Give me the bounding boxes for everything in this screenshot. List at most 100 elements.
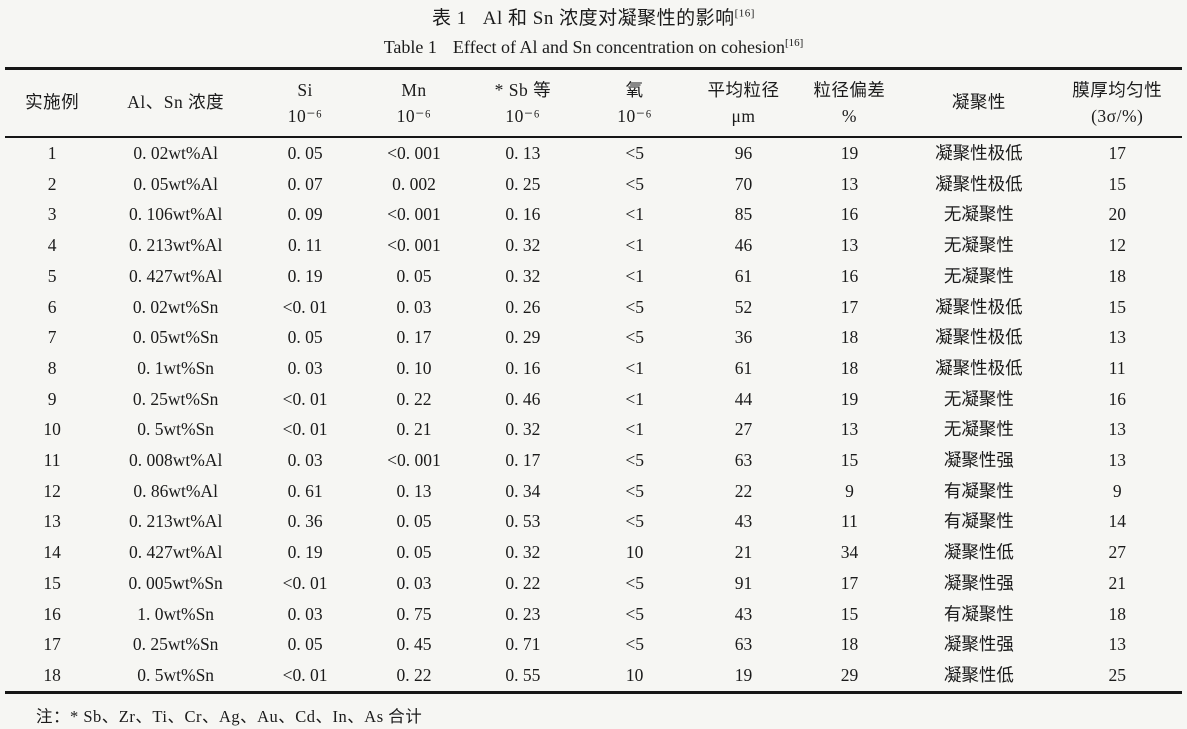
caption-en-ref: [16]	[784, 37, 804, 49]
table-cell: 29	[840, 664, 859, 685]
table-cell: <1	[625, 388, 644, 409]
table-cell: 0. 213wt%Al	[128, 235, 223, 256]
table-cell: 15	[840, 603, 859, 624]
table-cell: 凝聚性极低	[935, 143, 1023, 163]
table-cell: 13	[1108, 419, 1126, 440]
table-cell: 0. 10	[396, 357, 432, 378]
table-cell: <5	[625, 450, 644, 471]
table-cell: 13	[43, 511, 61, 532]
table-cell: 0. 002	[392, 173, 436, 194]
column-header: 实施例	[25, 92, 80, 112]
table-cell: 9	[845, 480, 854, 501]
table-cell: 凝聚性极低	[935, 357, 1023, 378]
table-cell: 0. 17	[505, 450, 541, 471]
table-cell: 63	[734, 450, 753, 471]
table-body: 1 0. 02wt%Al 0. 05 <0. 001 0. 13 <5 96 19 凝聚性极低 1…	[5, 137, 1182, 692]
column-header: 膜厚均匀性 (3σ/%)	[1072, 80, 1163, 126]
table-cell: 6	[47, 296, 57, 317]
table-cell: 0. 005wt%Sn	[128, 572, 223, 593]
table-cell: 85	[734, 204, 753, 225]
table-cell: 0. 29	[505, 327, 541, 348]
table-cell: <0. 001	[387, 204, 441, 225]
table-cell: 0. 106wt%Al	[128, 204, 223, 225]
table-cell: 11	[43, 450, 61, 471]
table-cell: 0. 03	[287, 603, 323, 624]
table-cell: 0. 21	[396, 419, 432, 440]
table-cell: 19	[840, 143, 859, 163]
table-cell: 凝聚性强	[943, 634, 1014, 655]
column-header: Si 10⁻⁶	[287, 80, 323, 126]
table-cell: 0. 03	[287, 450, 323, 471]
table-cell: 10	[625, 664, 644, 685]
table-cell: 0. 71	[505, 634, 541, 655]
table-cell: 0. 008wt%Al	[128, 450, 223, 471]
table-cell: 10	[625, 542, 644, 563]
column-header: 氧 10⁻⁶	[617, 80, 653, 126]
table-cell: 18	[840, 357, 859, 378]
table-cell: 43	[734, 511, 753, 532]
table-cell: 16	[840, 265, 859, 286]
table-cell: 15	[840, 450, 859, 471]
table-cell: 0. 55	[505, 664, 541, 685]
table-cell: <1	[625, 204, 644, 225]
table-cell: 13	[1108, 327, 1126, 348]
table-cell: 19	[840, 388, 859, 409]
table-cell: 91	[734, 572, 753, 593]
table-cell: 3	[47, 204, 57, 225]
table-row: 13 0. 213wt%Al 0. 36 0. 05 0. 53 <5 43 11 有凝聚性 14	[5, 506, 1182, 537]
table-cell: 0. 02wt%Al	[133, 143, 218, 163]
table-cell: 有凝聚性	[943, 480, 1014, 501]
table-cell: 13	[1108, 450, 1126, 471]
table-cell: 0. 86wt%Al	[133, 480, 218, 501]
table-cell: 无凝聚性	[943, 265, 1014, 286]
table-cell: 43	[734, 603, 753, 624]
table-row: 7 0. 05wt%Sn 0. 05 0. 17 0. 29 <5 36 18 凝聚性极低 13	[5, 322, 1182, 353]
table-cell: 70	[734, 173, 753, 194]
table-cell: 13	[840, 419, 859, 440]
table-cell: 0. 34	[505, 480, 541, 501]
table-cell: 0. 5wt%Sn	[137, 664, 215, 685]
table-row: 3 0. 106wt%Al 0. 09 <0. 001 0. 16 <1 85 16 无凝聚性 2…	[5, 199, 1182, 230]
table-cell: 61	[734, 265, 753, 286]
table-cell: 0. 05wt%Al	[133, 173, 218, 194]
table-cell: 46	[734, 235, 753, 256]
table-cell: 0. 19	[287, 542, 323, 563]
table-cell: 18	[1108, 265, 1126, 286]
table-cell: 14	[1108, 511, 1126, 532]
caption-en: Table 1 Effect of Al and Sn concentration…	[0, 34, 1187, 60]
table-cell: 凝聚性极低	[935, 327, 1023, 348]
column-header: 凝聚性	[951, 92, 1006, 112]
table-cell: 1. 0wt%Sn	[137, 603, 215, 624]
table-cell: 无凝聚性	[943, 419, 1014, 440]
table-cell: 0. 13	[505, 143, 541, 163]
table-row: 5 0. 427wt%Al 0. 19 0. 05 0. 32 <1 61 16 无凝聚性 18	[5, 261, 1182, 292]
data-table: 实施例 Al、Sn 浓度 Si 10⁻⁶ Mn 10⁻⁶ * Sb 等 10⁻⁶ 氧 10⁻⁶ 平均…	[5, 67, 1182, 694]
table-cell: 17	[1108, 143, 1126, 163]
table-cell: 0. 22	[396, 664, 432, 685]
table-row: 18 0. 5wt%Sn <0. 01 0. 22 0. 55 10 19 29 凝聚性低 25	[5, 660, 1182, 692]
table-cell: 0. 05	[287, 634, 323, 655]
table-cell: <0. 001	[387, 450, 441, 471]
table-cell: <5	[625, 511, 644, 532]
table-cell: 16	[840, 204, 859, 225]
caption-zh: 表 1 Al 和 Sn 浓度对凝聚性的影响[16]	[0, 6, 1187, 32]
table-cell: 0. 45	[396, 634, 432, 655]
table-row: 1 0. 02wt%Al 0. 05 <0. 001 0. 13 <5 96 19 凝聚性极低 1…	[5, 137, 1182, 169]
table-footnote: 注：* Sb、Zr、Ti、Cr、Ag、Au、Cd、In、As 合计	[36, 706, 423, 726]
table-cell: <1	[625, 419, 644, 440]
table-header-row: 实施例 Al、Sn 浓度 Si 10⁻⁶ Mn 10⁻⁶ * Sb 等 10⁻⁶ 氧 10⁻⁶ 平均…	[5, 69, 1182, 137]
table-cell: 15	[1108, 173, 1126, 194]
table-cell: 25	[1108, 664, 1126, 685]
table-cell: 有凝聚性	[943, 603, 1014, 624]
table-cell: 11	[841, 511, 858, 532]
table-cell: 0. 32	[505, 265, 541, 286]
caption-zh-label: 表 1	[432, 8, 467, 29]
table-cell: 7	[47, 327, 57, 348]
table-cell: 0. 53	[505, 511, 541, 532]
table-cell: 0. 03	[396, 296, 432, 317]
table-cell: 12	[1108, 235, 1126, 256]
table-cell: <1	[625, 235, 644, 256]
table-cell: 凝聚性低	[943, 542, 1014, 563]
table-cell: 0. 03	[287, 357, 323, 378]
table-cell: 16	[1108, 388, 1126, 409]
